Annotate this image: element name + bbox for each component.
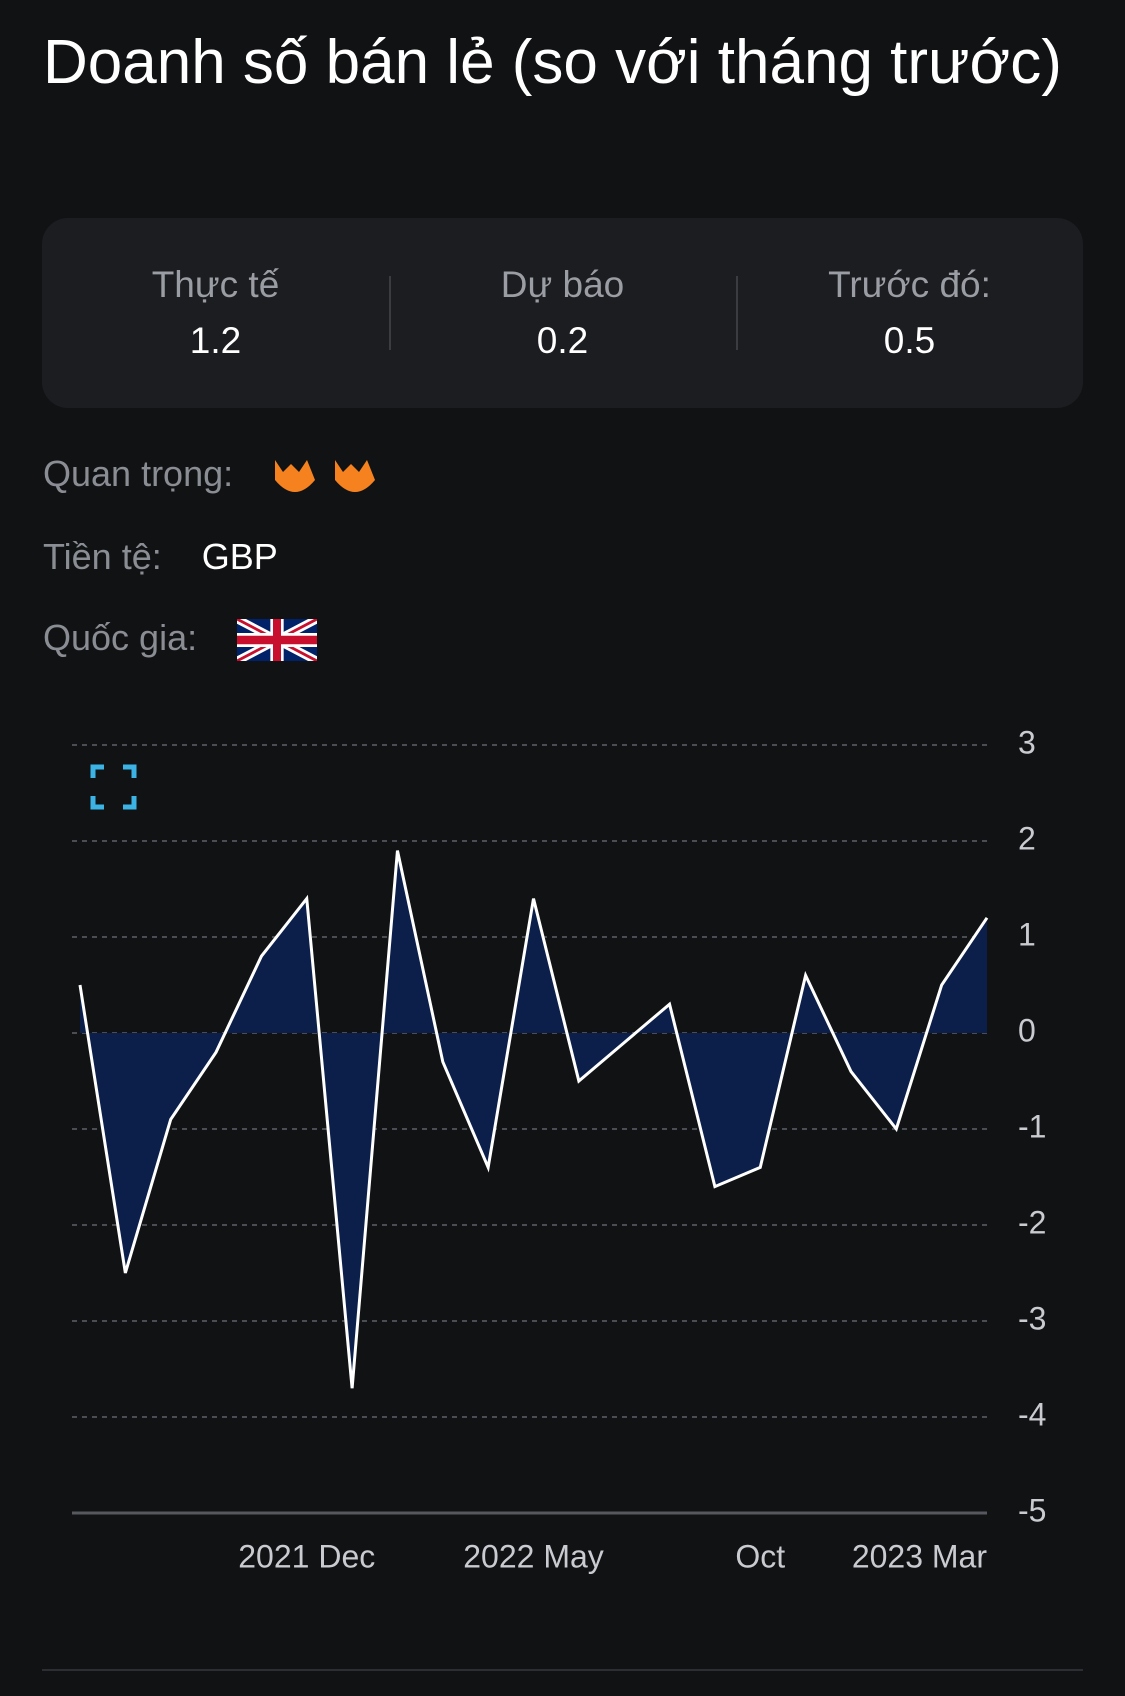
uk-flag — [235, 615, 319, 666]
line — [78, 850, 989, 1389]
currency-value: GBP — [201, 536, 278, 577]
area-fill — [80, 850, 987, 1389]
stat-label: Thực tế — [151, 264, 280, 305]
x-tick-label: 2021 Dec — [238, 1538, 375, 1574]
y-tick-label: 1 — [1018, 916, 1036, 952]
stat-value: 0.5 — [883, 320, 936, 361]
stat-value: 0.2 — [536, 320, 589, 361]
y-tick-label: -3 — [1018, 1300, 1046, 1336]
x-tick-label: 2023 Mar — [852, 1538, 988, 1574]
title: Doanh số bán lẻ (so với tháng trước) — [43, 28, 1062, 97]
y-tick-label: -5 — [1018, 1492, 1046, 1528]
bull-icon — [335, 460, 376, 493]
y-tick-label: -2 — [1018, 1204, 1046, 1240]
fullscreen-icon — [90, 764, 137, 810]
country-label: Quốc gia: — [43, 617, 198, 658]
stat-label: Trước đó: — [828, 264, 991, 305]
y-tick-label: -4 — [1018, 1396, 1046, 1432]
stat-label: Dự báo — [500, 264, 625, 305]
y-tick-label: 3 — [1018, 724, 1036, 760]
country-row: Quốc gia: — [43, 615, 319, 666]
y-tick-label: 2 — [1018, 820, 1036, 856]
currency-label: Tiền tệ: — [43, 536, 162, 577]
stat-value: 1.2 — [189, 320, 242, 361]
importance-icons — [275, 460, 376, 493]
stat: Thực tế 1.2 — [42, 218, 389, 408]
stat: Trước đó: 0.5 — [736, 218, 1083, 408]
bull-icon — [275, 460, 316, 493]
x-tick-label: 2022 May — [463, 1538, 604, 1574]
y-tick-label: 0 — [1018, 1012, 1036, 1048]
stats-card: Thực tế 1.2 Dự báo 0.2 Trước đó: 0.5 — [42, 218, 1083, 408]
currency-row: Tiền tệ: GBP — [43, 536, 278, 578]
importance-row: Quan trọng: — [43, 453, 381, 498]
x-tick-label: Oct — [735, 1538, 785, 1574]
importance-label: Quan trọng: — [43, 453, 234, 494]
stat: Dự báo 0.2 — [389, 218, 736, 408]
y-tick-label: -1 — [1018, 1108, 1046, 1144]
